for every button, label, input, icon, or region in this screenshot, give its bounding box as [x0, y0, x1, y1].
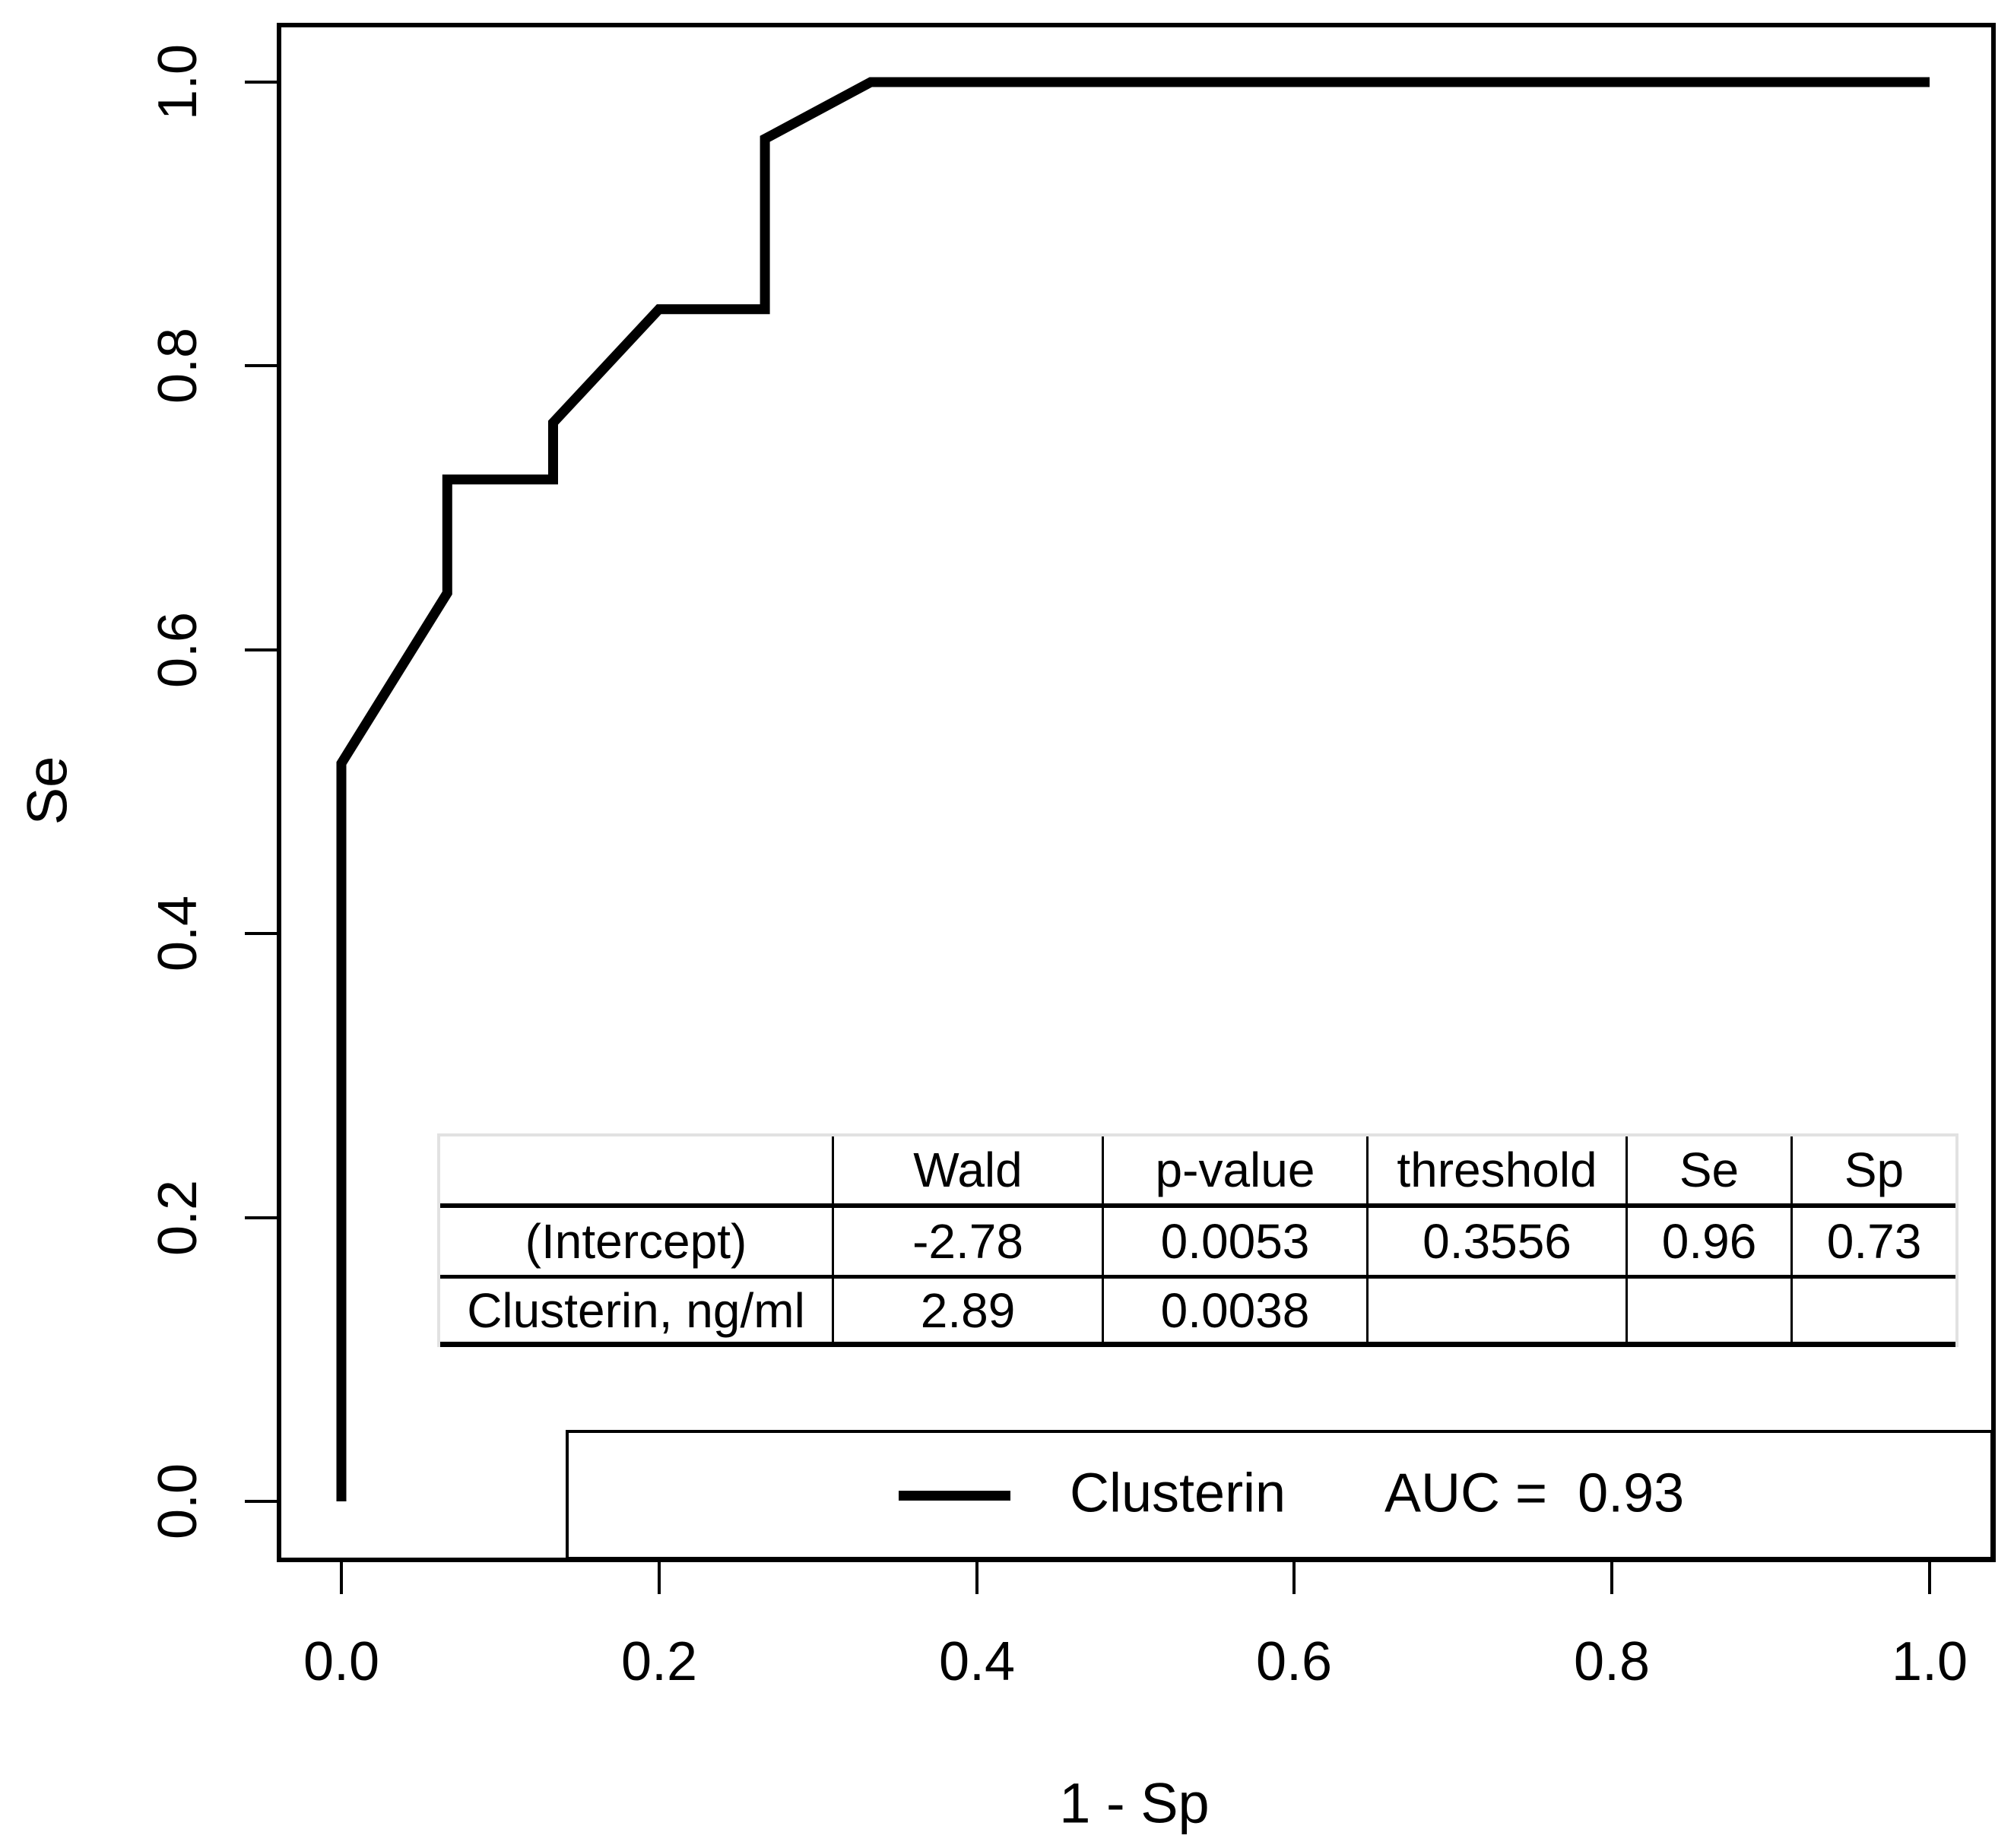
stats-cell-pvalue: 0.0038 [1102, 1279, 1366, 1347]
stats-cell-wald: 2.89 [832, 1279, 1102, 1347]
y-axis-tick [245, 81, 279, 84]
legend-box: Clusterin AUC = 0.93 [566, 1430, 1993, 1560]
x-axis-tick-label: 0.2 [620, 1631, 698, 1692]
stats-cell-label: Clusterin, ng/ml [440, 1279, 832, 1347]
x-axis-tick [975, 1560, 978, 1594]
x-axis-tick [1928, 1560, 1931, 1594]
stats-table-header-row: Wald p-value threshold Se Sp [440, 1136, 1955, 1208]
stats-table-row-intercept: (Intercept) -2.78 0.0053 0.3556 0.96 0.7… [440, 1208, 1955, 1279]
stats-cell-se [1625, 1279, 1790, 1347]
stats-cell-label: (Intercept) [440, 1208, 832, 1279]
legend-series-label: Clusterin [1070, 1463, 1286, 1524]
legend-auc-label: AUC = 0.93 [1384, 1463, 1685, 1524]
stats-cell-sp: 0.73 [1790, 1208, 1955, 1279]
stats-table: Wald p-value threshold Se Sp (Intercept)… [437, 1133, 1958, 1347]
y-axis-title: Se [15, 756, 79, 826]
stats-cell-sp [1790, 1279, 1955, 1347]
stats-header-blank [440, 1136, 832, 1208]
stats-header-wald: Wald [832, 1136, 1102, 1208]
stats-table-row-clusterin: Clusterin, ng/ml 2.89 0.0038 [440, 1279, 1955, 1347]
x-axis-tick-label: 1.0 [1891, 1631, 1968, 1692]
stats-cell-se: 0.96 [1625, 1208, 1790, 1279]
y-axis-tick [245, 1500, 279, 1503]
y-axis-tick-label: 0.6 [147, 611, 208, 689]
y-axis-tick [245, 364, 279, 367]
y-axis-tick-label: 0.2 [147, 1179, 208, 1257]
x-axis-tick [1610, 1560, 1613, 1594]
x-axis-tick [340, 1560, 343, 1594]
y-axis-tick-label: 0.8 [147, 327, 208, 404]
x-axis-tick-label: 0.8 [1573, 1631, 1651, 1692]
y-axis-tick-label: 1.0 [147, 43, 208, 121]
x-axis-tick-label: 0.6 [1255, 1631, 1333, 1692]
stats-cell-wald: -2.78 [832, 1208, 1102, 1279]
y-axis-tick [245, 1216, 279, 1219]
stats-header-threshold: threshold [1366, 1136, 1625, 1208]
x-axis-tick [658, 1560, 661, 1594]
plot-frame [277, 23, 1996, 1562]
y-axis-tick [245, 648, 279, 651]
stats-cell-pvalue: 0.0053 [1102, 1208, 1366, 1279]
y-axis-tick-label: 0.4 [147, 895, 208, 972]
x-axis-tick-label: 0.4 [938, 1631, 1016, 1692]
x-axis-tick-label: 0.0 [303, 1631, 380, 1692]
stats-header-sp: Sp [1790, 1136, 1955, 1208]
y-axis-tick [245, 932, 279, 935]
x-axis-tick [1292, 1560, 1296, 1594]
legend-line-sample [899, 1491, 1010, 1501]
stats-header-pvalue: p-value [1102, 1136, 1366, 1208]
stats-header-se: Se [1625, 1136, 1790, 1208]
roc-polyline [336, 77, 1930, 1501]
y-axis-tick-label: 0.0 [147, 1463, 208, 1540]
stats-cell-threshold: 0.3556 [1366, 1208, 1625, 1279]
x-axis-title: 1 - Sp [1059, 1771, 1210, 1835]
stats-cell-threshold [1366, 1279, 1625, 1347]
